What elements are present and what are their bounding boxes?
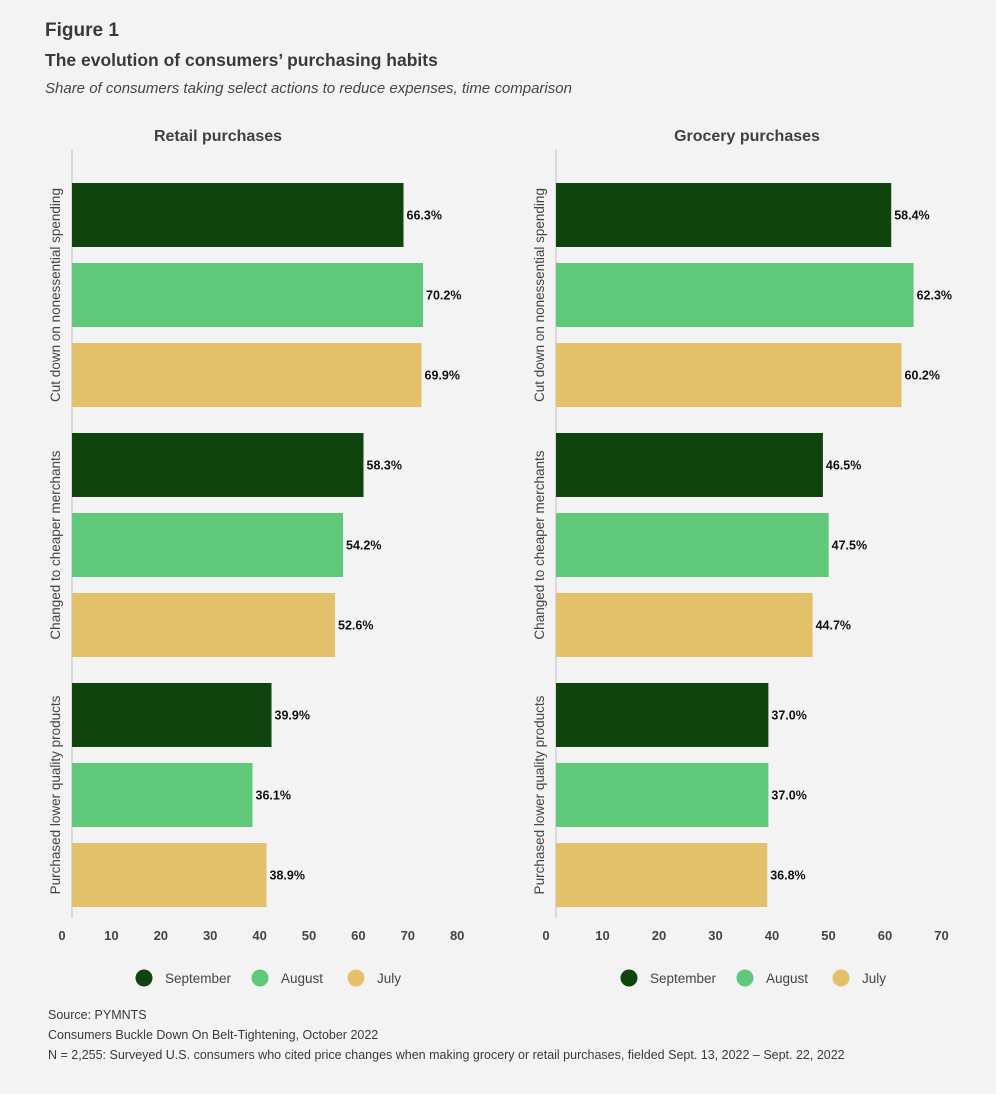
legend-label: July (862, 971, 886, 986)
x-tick-label: 40 (765, 928, 779, 943)
bar-july (556, 593, 813, 657)
x-tick-label: 60 (878, 928, 892, 943)
legend-label: August (281, 971, 323, 986)
bar-september (556, 433, 823, 497)
data-label: 60.2% (905, 369, 940, 383)
category-label: Changed to cheaper merchants (532, 450, 547, 639)
data-label: 36.1% (256, 789, 291, 803)
category-label: Cut down on nonessential spending (48, 188, 63, 402)
category-label: Cut down on nonessential spending (532, 188, 547, 402)
data-label: 70.2% (426, 289, 461, 303)
legend-swatch (620, 969, 638, 987)
x-tick-label: 0 (58, 928, 65, 943)
data-label: 46.5% (826, 459, 861, 473)
bar-september (556, 183, 892, 247)
data-label: 62.3% (917, 289, 952, 303)
legend-item-july: July (832, 969, 886, 987)
legend-label: September (650, 971, 717, 986)
bar-september (72, 433, 364, 497)
bar-september (72, 683, 272, 747)
legend-label: September (165, 971, 232, 986)
chart-subtitle: Share of consumers taking select actions… (45, 80, 572, 97)
chart-panel-retail: Retail purchases 66.3% 70.2% 69.9% Cut down … (48, 128, 464, 987)
legend-swatch (251, 969, 269, 987)
bar-august (72, 763, 253, 827)
data-label: 39.9% (275, 709, 310, 723)
bar-september (72, 183, 404, 247)
footer-source: Source: PYMNTS (48, 1008, 147, 1022)
x-tick-label: 10 (104, 928, 118, 943)
legend-swatch (832, 969, 850, 987)
bar-august (556, 513, 829, 577)
x-tick-label: 20 (652, 928, 666, 943)
x-tick-label: 20 (154, 928, 168, 943)
legend-item-august: August (251, 969, 323, 987)
x-tick-label: 70 (401, 928, 415, 943)
x-tick-label: 50 (302, 928, 316, 943)
data-label: 58.3% (367, 459, 402, 473)
bar-august (72, 263, 423, 327)
bar-july (556, 343, 902, 407)
footer-report: Consumers Buckle Down On Belt-Tightening… (48, 1028, 379, 1042)
legend-swatch (347, 969, 365, 987)
data-label: 47.5% (832, 539, 867, 553)
legend-swatch (135, 969, 153, 987)
data-label: 37.0% (771, 709, 806, 723)
bar-july (72, 593, 335, 657)
data-label: 44.7% (816, 619, 851, 633)
bar-august (72, 513, 343, 577)
bar-july (556, 843, 768, 907)
data-label: 36.8% (770, 869, 805, 883)
bar-july (72, 343, 422, 407)
legend-item-september: September (135, 969, 232, 987)
legend-item-september: September (620, 969, 717, 987)
x-tick-label: 10 (595, 928, 609, 943)
legend-item-july: July (347, 969, 401, 987)
category-label: Changed to cheaper merchants (48, 450, 63, 639)
legend-label: July (377, 971, 401, 986)
bar-august (556, 263, 914, 327)
bar-august (556, 763, 769, 827)
data-label: 38.9% (270, 869, 305, 883)
x-tick-label: 60 (351, 928, 365, 943)
figure-label: Figure 1 (45, 20, 119, 41)
panel-title: Retail purchases (154, 128, 282, 145)
legend-label: August (766, 971, 808, 986)
data-label: 54.2% (346, 539, 381, 553)
category-label: Purchased lower quality products (532, 695, 547, 894)
x-tick-label: 70 (934, 928, 948, 943)
x-tick-label: 50 (821, 928, 835, 943)
x-tick-label: 30 (203, 928, 217, 943)
data-label: 37.0% (771, 789, 806, 803)
legend-swatch (736, 969, 754, 987)
chart-panel-grocery: Grocery purchases 58.4% 62.3% 60.2% Cut down… (532, 128, 952, 987)
x-tick-label: 40 (252, 928, 266, 943)
data-label: 58.4% (894, 209, 929, 223)
category-label: Purchased lower quality products (48, 695, 63, 894)
x-tick-label: 0 (542, 928, 549, 943)
bar-july (72, 843, 267, 907)
data-label: 66.3% (407, 209, 442, 223)
x-tick-label: 80 (450, 928, 464, 943)
bar-september (556, 683, 769, 747)
footer-note: N = 2,255: Surveyed U.S. consumers who c… (48, 1048, 845, 1062)
data-label: 69.9% (425, 369, 460, 383)
chart-title: The evolution of consumers’ purchasing h… (45, 50, 438, 70)
legend-item-august: August (736, 969, 808, 987)
panel-title: Grocery purchases (674, 128, 820, 145)
data-label: 52.6% (338, 619, 373, 633)
x-tick-label: 30 (708, 928, 722, 943)
